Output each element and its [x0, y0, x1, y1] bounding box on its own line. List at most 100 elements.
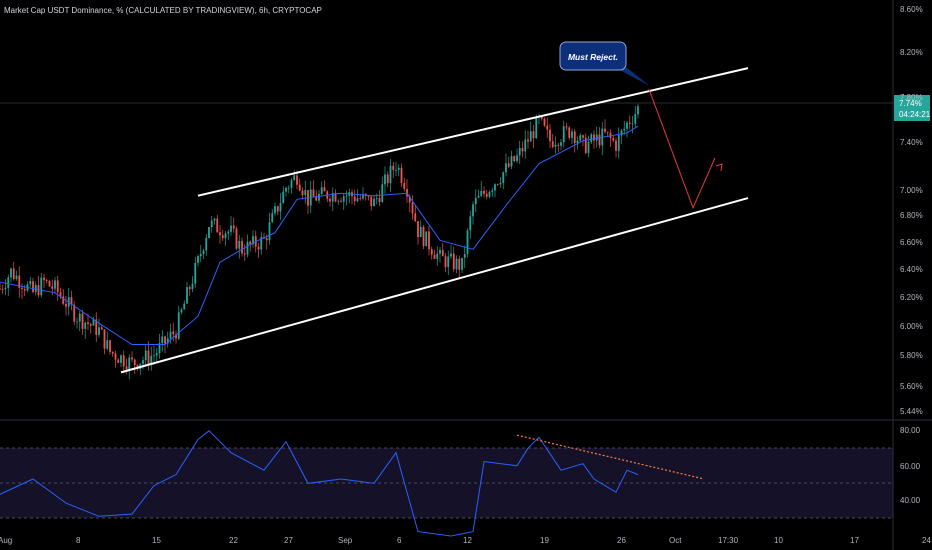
candle-body: [587, 142, 590, 154]
candle-body: [477, 195, 480, 198]
candle-body: [238, 240, 241, 249]
candle-body: [111, 351, 114, 354]
candle-body: [153, 355, 155, 357]
candle-body: [12, 268, 15, 280]
price-tick: 8.20%: [900, 48, 923, 57]
candle-body: [549, 129, 551, 142]
must-reject-callout[interactable]: Must Reject.: [559, 41, 650, 86]
bar-countdown: 04:24:21: [899, 110, 931, 119]
candle-body: [103, 329, 106, 349]
candle-body: [455, 258, 458, 270]
candle-body: [73, 304, 76, 322]
candle-body: [516, 155, 518, 162]
candle-body: [315, 196, 318, 201]
candle-body: [441, 250, 444, 257]
candle-body: [623, 128, 626, 131]
candle-body: [213, 218, 216, 221]
time-axis[interactable]: Aug 8 15 22 27 Sep 6 12 19 26 Oct 17:30 …: [0, 536, 931, 545]
candle-body: [463, 253, 466, 258]
symbol-title[interactable]: Market Cap USDT Dominance, % (CALCULATED…: [4, 6, 322, 15]
time-tick: 6: [397, 536, 402, 545]
projection-arrowhead: [715, 163, 723, 172]
candle-body: [469, 216, 472, 231]
candle-body: [604, 128, 606, 132]
candle-body: [4, 287, 7, 290]
candle-body: [199, 254, 202, 257]
candle-body: [161, 336, 164, 344]
time-tick: 27: [284, 536, 293, 545]
price-tick: 5.80%: [900, 351, 923, 360]
candle-body: [100, 327, 103, 330]
candle-body: [573, 131, 576, 143]
candle-body: [54, 280, 56, 289]
time-tick: 10: [774, 536, 783, 545]
price-axis[interactable]: 8.60% 8.20% 7.80% 7.40% 7.00% 6.80% 6.60…: [900, 5, 923, 416]
candle-body: [62, 296, 65, 304]
candle-body: [417, 221, 419, 237]
candle-body: [287, 187, 290, 189]
callout-box: [559, 41, 627, 71]
candle-body: [279, 203, 282, 212]
candle-body: [406, 188, 408, 197]
candle-body: [419, 226, 422, 237]
candle-body: [370, 196, 373, 207]
candle-body: [331, 192, 334, 202]
candle-body: [37, 285, 40, 296]
candle-body: [131, 357, 133, 360]
rsi-axis[interactable]: 80.00 60.00 40.00: [900, 426, 921, 505]
rsi-tick: 40.00: [900, 496, 921, 505]
rsi-divergence-line[interactable]: [516, 434, 705, 480]
candle-body: [304, 190, 307, 195]
candle-body: [496, 184, 499, 186]
channel-lower-line[interactable]: [120, 197, 749, 374]
price-tick: 6.00%: [900, 322, 923, 331]
candle-body: [312, 189, 315, 197]
candle-body: [175, 334, 177, 339]
candle-body: [513, 156, 516, 162]
candle-body: [232, 225, 235, 229]
candle-body: [1, 288, 4, 290]
time-tick: 12: [463, 536, 472, 545]
candle-body: [76, 321, 78, 323]
candle-body: [10, 268, 12, 278]
time-tick: 22: [229, 536, 238, 545]
candle-body: [285, 187, 287, 192]
candle-body: [397, 167, 400, 170]
candle-body: [21, 287, 23, 290]
candle-body: [95, 319, 98, 335]
candle-body: [221, 235, 224, 239]
candle-body: [296, 175, 298, 185]
price-tick: 6.40%: [900, 265, 923, 274]
candle-body: [301, 190, 304, 195]
candle-body: [571, 131, 573, 138]
candle-body: [56, 280, 59, 293]
candle-body: [7, 277, 10, 288]
candle-body: [15, 275, 18, 280]
candle-body: [89, 324, 92, 326]
candle-body: [84, 322, 87, 329]
candle-body: [529, 131, 532, 142]
channel-upper-line[interactable]: [197, 67, 749, 197]
rsi-tick: 60.00: [900, 462, 921, 471]
candle-body: [246, 241, 249, 255]
candle-body: [169, 331, 172, 339]
candle-body: [590, 134, 593, 143]
candle-body: [447, 256, 450, 268]
candle-body: [403, 182, 406, 189]
time-tick: 26: [617, 536, 626, 545]
candle-body: [562, 126, 565, 143]
candle-body: [408, 196, 411, 203]
projection-path[interactable]: [648, 89, 716, 210]
candle-body: [51, 286, 54, 289]
candle-body: [568, 127, 571, 138]
candle-body: [615, 140, 617, 151]
candle-body: [488, 192, 491, 197]
candle-body: [560, 142, 562, 146]
candle-body: [158, 343, 161, 354]
rsi-line: [0, 430, 639, 537]
candle-body: [505, 163, 507, 173]
time-tick: Sep: [338, 536, 353, 545]
candle-body: [353, 196, 356, 202]
candle-body: [43, 277, 45, 281]
